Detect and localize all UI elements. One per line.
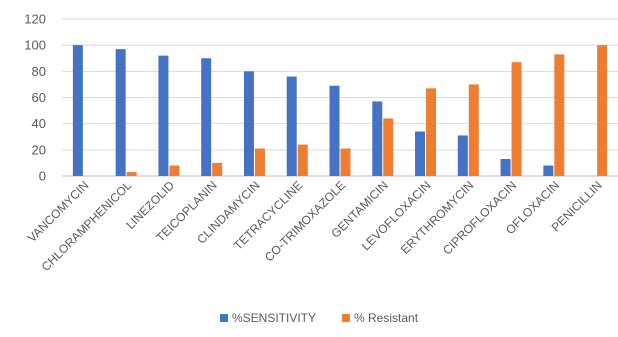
y-tick-label: 20	[32, 142, 46, 157]
bar-resistant-ofloxacin	[554, 54, 565, 177]
bar-sensitivity-teicoplanin	[201, 58, 212, 176]
legend-swatch-resistant	[342, 314, 350, 322]
bar-resistant-linezolid	[169, 165, 180, 176]
legend-label-sensitivity: %SENSITIVITY	[232, 311, 316, 325]
bar-sensitivity-clindamycin	[243, 71, 254, 176]
y-tick-label: 80	[32, 64, 46, 79]
y-tick-label: 0	[39, 169, 46, 184]
bar-sensitivity-erythromycin	[457, 135, 468, 176]
category-label: CIPROFLOXACIN	[440, 178, 519, 257]
bar-sensitivity-ciprofloxacin	[500, 158, 511, 176]
bar-sensitivity-chloramphenicol	[115, 49, 126, 176]
bar-sensitivity-linezolid	[158, 55, 169, 177]
y-tick-label: 40	[32, 116, 46, 131]
y-axis-ticks: 0 20 40 60 80 100 120	[24, 12, 46, 184]
y-tick-label: 120	[24, 12, 46, 27]
bar-resistant-penicillin	[597, 45, 608, 176]
bar-sensitivity-levofloxacin	[415, 131, 426, 176]
bar-sensitivity-ofloxacin	[543, 165, 554, 176]
bar-resistant-teicoplanin	[212, 162, 223, 176]
bars	[72, 45, 608, 177]
category-label: CO-TRIMOXAZOLE	[262, 178, 348, 264]
bar-resistant-gentamicin	[383, 118, 394, 176]
legend-label-resistant: % Resistant	[354, 311, 419, 325]
bar-sensitivity-gentamicin	[372, 101, 383, 176]
y-tick-label: 60	[32, 90, 46, 105]
bar-resistant-tetracycline	[297, 144, 308, 176]
bar-sensitivity-co-trimoxazole	[329, 85, 340, 176]
legend-swatch-sensitivity	[220, 314, 228, 322]
bar-resistant-ciprofloxacin	[511, 62, 522, 176]
gridlines	[62, 18, 618, 177]
bar-resistant-levofloxacin	[426, 88, 437, 176]
bar-sensitivity-vancomycin	[72, 45, 83, 176]
bar-resistant-chloramphenicol	[126, 172, 137, 176]
bar-resistant-erythromycin	[468, 84, 479, 176]
y-tick-label: 100	[24, 38, 46, 53]
bar-resistant-clindamycin	[254, 148, 265, 176]
x-axis-labels: VANCOMYCINCHLORAMPHENICOLLINEZOLIDTEICOP…	[25, 178, 605, 274]
legend: %SENSITIVITY % Resistant	[220, 311, 419, 325]
bar-resistant-co-trimoxazole	[340, 148, 351, 176]
bar-sensitivity-tetracycline	[286, 76, 297, 176]
category-label: ERYTHROMYCIN	[398, 178, 477, 257]
